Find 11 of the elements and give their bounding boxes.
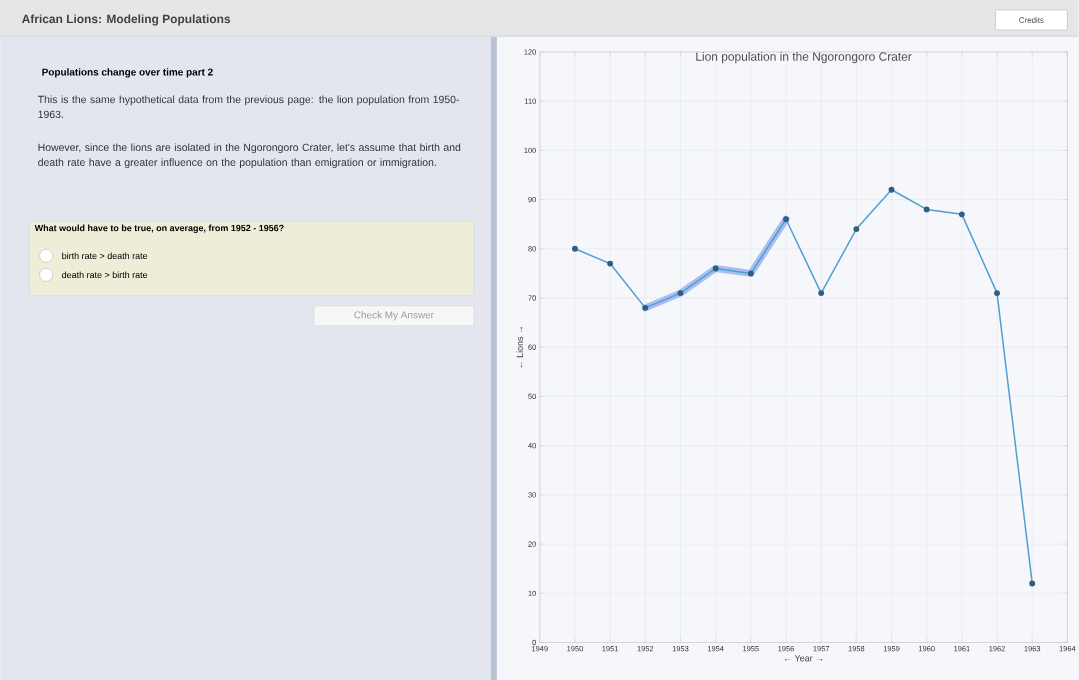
text: Check My Answer [354, 310, 434, 321]
x-axis-title: ← Year → [784, 654, 823, 662]
text: What would have to be true, on average, from 1952 - 1956? [34, 224, 284, 233]
text: This is the same hypothetical data from the previous page: the lion population from 1950-1963. [37, 95, 459, 118]
text: African Lions: Modeling Populations [22, 14, 231, 26]
y-axis-title: ← Lions → [516, 326, 523, 368]
text: death rate > birth rate [62, 271, 148, 278]
text: However, since the lions are isolated in the Ngorongoro Crater, let's assume that birth and death rate have a greater influence on the population than emigration or immigration. [38, 143, 461, 168]
text: birth rate > death rate [62, 252, 148, 259]
text: Populations change over time part 2 [42, 68, 213, 78]
chart-title: Lion population in the Ngorongoro Crater [696, 51, 912, 63]
